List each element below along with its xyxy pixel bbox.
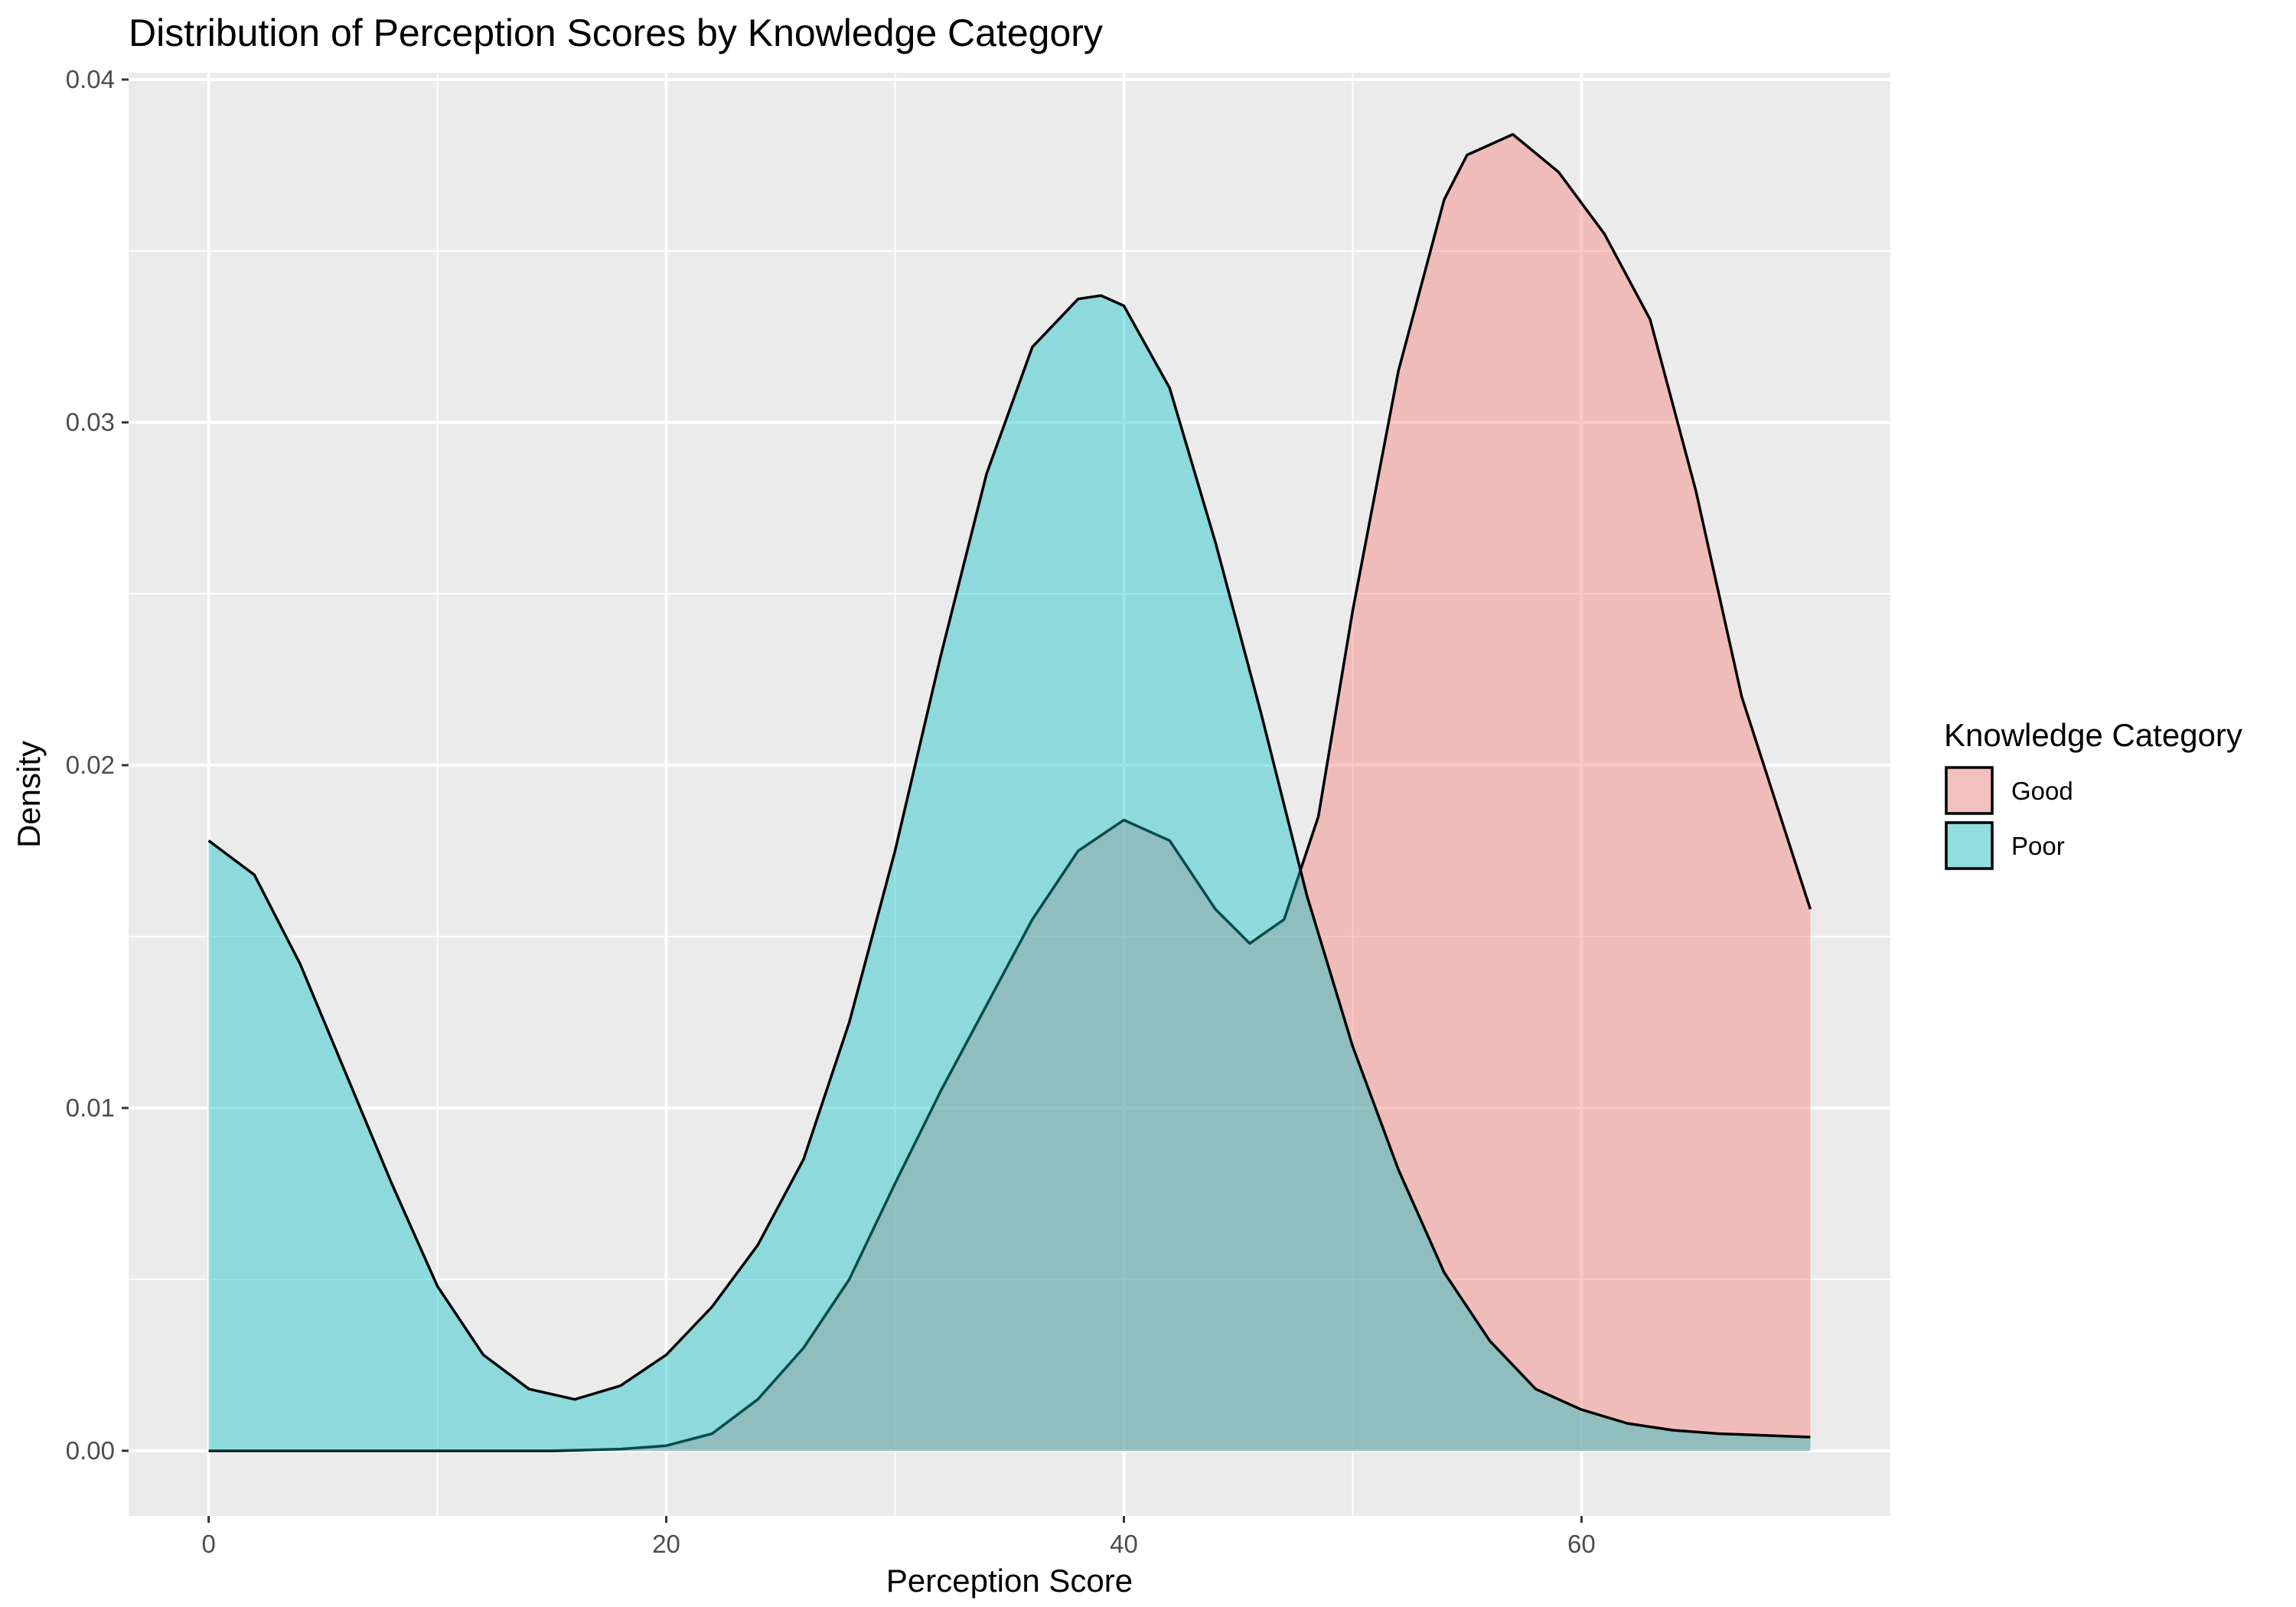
x-tick-label: 0 bbox=[201, 1530, 215, 1558]
legend-label-good: Good bbox=[2011, 777, 2073, 805]
x-tick-label: 40 bbox=[1110, 1530, 1138, 1558]
y-axis: 0.00 0.01 0.02 0.03 0.04 bbox=[66, 65, 129, 1465]
y-axis-title: Density bbox=[11, 741, 47, 848]
x-tick-label: 60 bbox=[1567, 1530, 1596, 1558]
density-line-poor bbox=[207, 294, 1811, 1439]
density-line-good bbox=[208, 132, 1812, 1452]
plot-panel bbox=[129, 73, 1890, 1516]
y-tick-label: 0.02 bbox=[66, 751, 115, 779]
x-axis-title: Perception Score bbox=[886, 1563, 1133, 1599]
legend-label-poor: Poor bbox=[2011, 832, 2065, 860]
density-area-good bbox=[208, 134, 1811, 1451]
legend: Knowledge Category Good Poor bbox=[1944, 717, 2242, 871]
legend-swatch-poor bbox=[1945, 821, 1994, 870]
legend-swatch-good bbox=[1945, 766, 1994, 815]
x-tick-label: 20 bbox=[652, 1530, 680, 1558]
chart-title: Distribution of Perception Scores by Kno… bbox=[129, 11, 1103, 54]
x-axis: 0 20 40 60 bbox=[201, 1516, 1596, 1558]
legend-key-bg-poor bbox=[1944, 820, 1994, 871]
y-tick-label: 0.01 bbox=[66, 1094, 115, 1122]
legend-title: Knowledge Category bbox=[1944, 717, 2242, 753]
density-areas bbox=[207, 132, 1812, 1452]
legend-key-bg-good bbox=[1944, 765, 1994, 816]
y-tick-label: 0.04 bbox=[66, 65, 115, 93]
major-gridlines bbox=[129, 73, 1890, 1516]
density-area-poor bbox=[208, 295, 1811, 1451]
y-tick-label: 0.00 bbox=[66, 1436, 115, 1465]
minor-gridlines bbox=[129, 73, 1890, 1516]
y-tick-label: 0.03 bbox=[66, 408, 115, 436]
